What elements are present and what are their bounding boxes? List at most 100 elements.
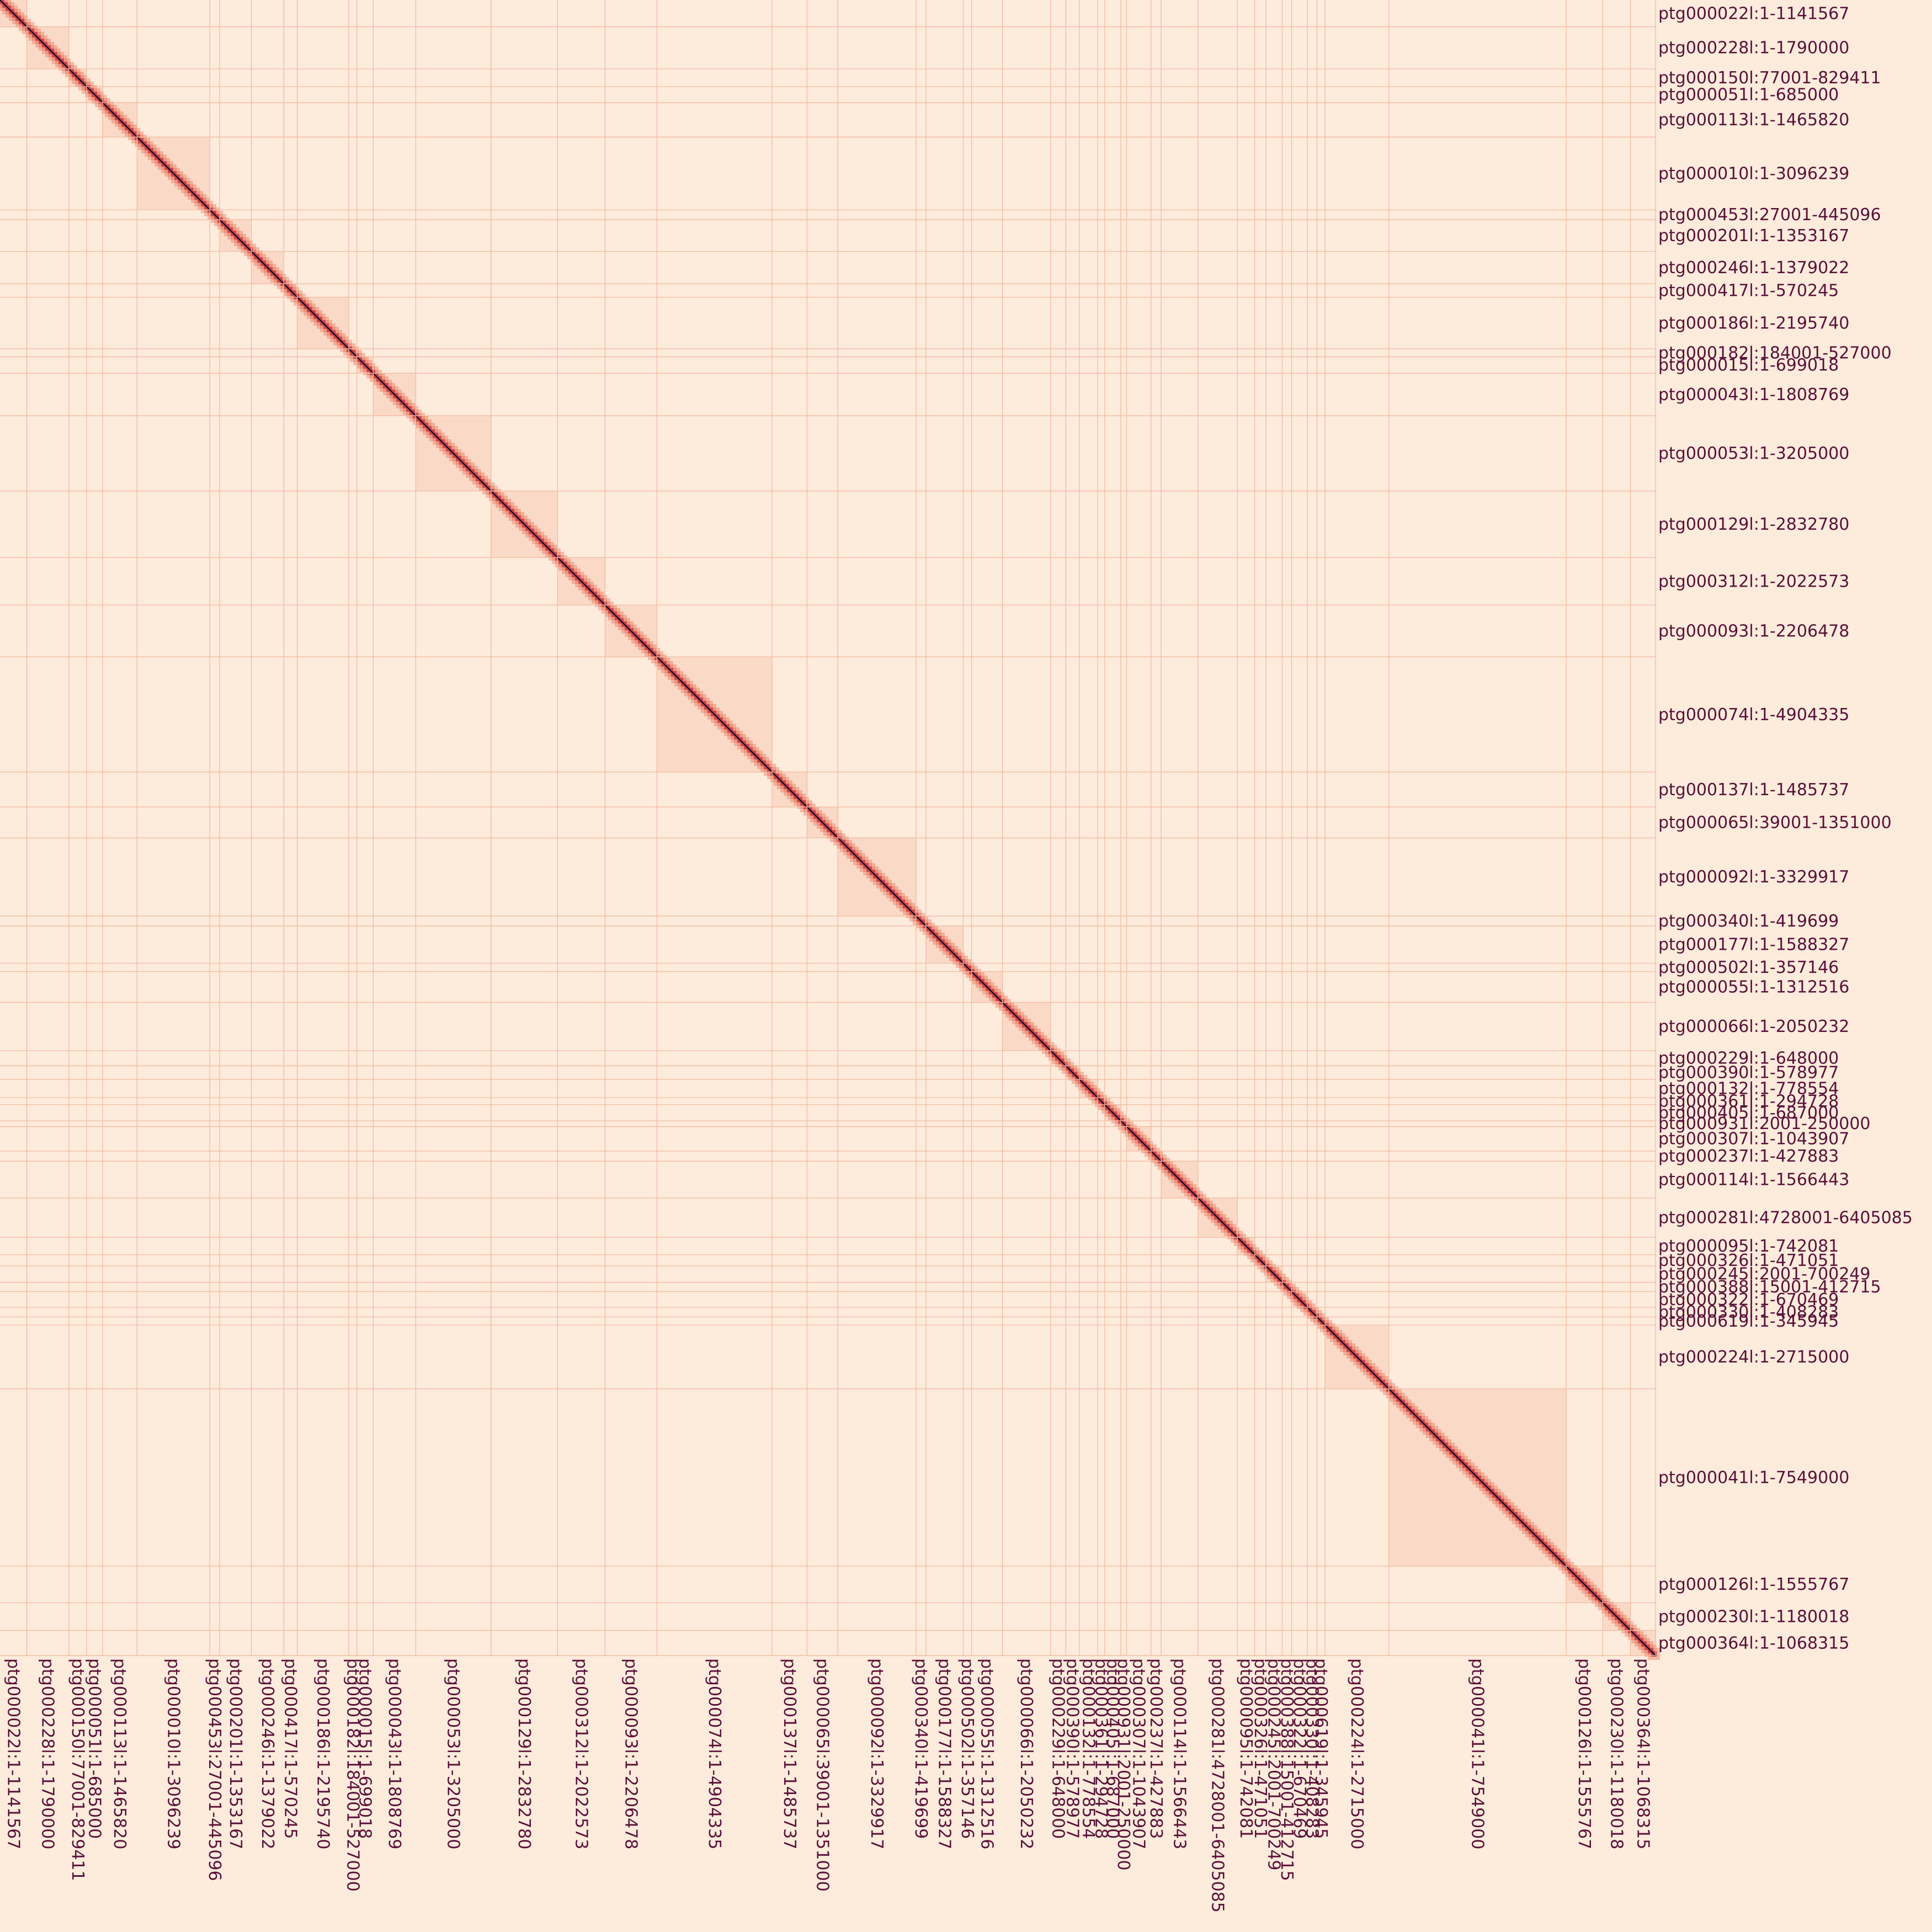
x-tick-label: ptg000245l:2001-700249	[1264, 1658, 1284, 1871]
x-tick-label: ptg000405l:1-687000	[1103, 1658, 1122, 1839]
x-tick-label: ptg000502l:1-357146	[957, 1658, 977, 1839]
y-tick-label: ptg000043l:1-1808769	[1658, 385, 1849, 405]
y-tick-label: ptg000281l:4728001-6405085	[1658, 1209, 1913, 1228]
y-tick-label: ptg000022l:1-1141567	[1658, 4, 1849, 23]
y-tick-label: ptg000237l:1-427883	[1658, 1147, 1839, 1166]
x-tick-label: ptg000340l:1-419699	[911, 1658, 930, 1839]
y-tick-label: ptg000015l:1-699018	[1658, 355, 1839, 375]
y-tick-label: ptg000177l:1-1588327	[1658, 935, 1849, 955]
y-tick-label: ptg000041l:1-7549000	[1658, 1468, 1849, 1487]
x-tick-label: ptg000186l:1-2195740	[313, 1658, 332, 1849]
x-tick-label: ptg000055l:1-1312516	[977, 1658, 997, 1849]
y-tick-label: ptg000201l:1-1353167	[1658, 226, 1849, 246]
diagonal-line	[0, 0, 1656, 1656]
x-tick-label: ptg000326l:1-471051	[1250, 1658, 1270, 1839]
x-tick-label: ptg000281l:4728001-6405085	[1208, 1658, 1227, 1913]
y-tick-label: ptg000095l:1-742081	[1658, 1237, 1839, 1256]
y-tick-label: ptg000092l:1-3329917	[1658, 867, 1849, 887]
y-tick-label: ptg000326l:1-471051	[1658, 1251, 1839, 1270]
y-tick-label: ptg000051l:1-685000	[1658, 85, 1839, 104]
x-tick-label: ptg000015l:1-699018	[355, 1658, 374, 1839]
x-tick-label: ptg000453l:27001-445096	[205, 1658, 224, 1881]
y-tick-label: ptg000390l:1-578977	[1658, 1063, 1839, 1083]
y-tick-label: ptg000619l:1-345945	[1658, 1312, 1839, 1331]
y-tick-label: ptg000364l:1-1068315	[1658, 1633, 1849, 1653]
x-tick-label: ptg000230l:1-1180018	[1606, 1658, 1626, 1849]
y-tick-label: ptg000137l:1-1485737	[1658, 780, 1849, 800]
y-tick-label: ptg000224l:1-2715000	[1658, 1348, 1849, 1367]
y-tick-label: ptg000066l:1-2050232	[1658, 1017, 1849, 1036]
x-tick-label: ptg000041l:1-7549000	[1467, 1658, 1487, 1849]
x-tick-label: ptg000361l:1-294728	[1091, 1658, 1110, 1839]
y-tick-label: ptg000388l:15001-412715	[1658, 1278, 1881, 1297]
x-tick-label: ptg000307l:1-1043907	[1129, 1658, 1148, 1849]
x-tick-label: ptg000126l:1-1555767	[1574, 1658, 1594, 1849]
y-tick-label: ptg000230l:1-1180018	[1658, 1607, 1849, 1626]
y-tick-label: ptg000361l:1-294728	[1658, 1092, 1839, 1111]
x-tick-label: ptg000388l:15001-412715	[1277, 1658, 1296, 1881]
x-tick-label: ptg000364l:1-1068315	[1633, 1658, 1652, 1849]
y-tick-label: ptg000245l:2001-700249	[1658, 1265, 1871, 1284]
y-tick-label: ptg000502l:1-357146	[1658, 958, 1839, 977]
x-tick-label: ptg000201l:1-1353167	[226, 1658, 245, 1849]
y-tick-label: ptg000055l:1-1312516	[1658, 978, 1849, 997]
y-tick-label: ptg000330l:1-408283	[1658, 1303, 1839, 1322]
x-tick-label: ptg000177l:1-1588327	[935, 1658, 954, 1849]
x-tick-label: ptg000312l:1-2022573	[571, 1658, 590, 1849]
contig-boundaries	[0, 0, 1656, 1656]
y-tick-label: ptg000322l:1-670469	[1658, 1290, 1839, 1310]
x-tick-label: ptg000053l:1-3205000	[444, 1658, 463, 1849]
y-tick-label: ptg000307l:1-1043907	[1658, 1130, 1849, 1149]
y-tick-label: ptg000114l:1-1566443	[1658, 1170, 1849, 1190]
y-tick-label: ptg000931l:2001-250000	[1658, 1114, 1871, 1133]
x-tick-label: ptg000182l:184001-527000	[343, 1658, 362, 1892]
y-tick-label: ptg000010l:1-3096239	[1658, 164, 1849, 183]
x-tick-label: ptg000043l:1-1808769	[385, 1658, 404, 1849]
y-tick-label: ptg000228l:1-1790000	[1658, 39, 1849, 58]
y-tick-label: ptg000405l:1-687000	[1658, 1103, 1839, 1122]
y-tick-label: ptg000126l:1-1555767	[1658, 1575, 1849, 1594]
x-tick-label: ptg000010l:1-3096239	[163, 1658, 183, 1849]
x-tick-label: ptg000093l:1-2206478	[621, 1658, 640, 1849]
x-tick-label: ptg000228l:1-1790000	[38, 1658, 57, 1849]
x-tick-label: ptg000113l:1-1465820	[110, 1658, 129, 1849]
y-tick-label: ptg000065l:39001-1351000	[1658, 813, 1892, 832]
y-tick-label: ptg000417l:1-570245	[1658, 281, 1839, 300]
y-tick-label: ptg000453l:27001-445096	[1658, 205, 1881, 225]
x-tick-label: ptg000931l:2001-250000	[1114, 1658, 1133, 1871]
x-tick-label: ptg000132l:1-778554	[1079, 1658, 1098, 1839]
x-tick-label: ptg000129l:1-2832780	[514, 1658, 534, 1849]
x-tick-label: ptg000137l:1-1485737	[780, 1658, 799, 1849]
x-tick-label: ptg000022l:1-1141567	[3, 1658, 23, 1849]
x-tick-label: ptg000051l:1-685000	[84, 1658, 104, 1839]
y-tick-label: ptg000246l:1-1379022	[1658, 258, 1849, 278]
y-tick-label: ptg000182l:184001-527000	[1658, 343, 1892, 363]
x-tick-label: ptg000224l:1-2715000	[1347, 1658, 1366, 1849]
x-tick-label: ptg000237l:1-427883	[1146, 1658, 1165, 1839]
x-tick-label: ptg000330l:1-408283	[1302, 1658, 1322, 1839]
x-tick-label: ptg000229l:1-648000	[1049, 1658, 1068, 1839]
x-tick-label: ptg000246l:1-1379022	[258, 1658, 277, 1849]
x-tick-label: ptg000390l:1-578977	[1063, 1658, 1082, 1839]
x-tick-label: ptg000114l:1-1566443	[1170, 1658, 1189, 1849]
y-tick-label: ptg000074l:1-4904335	[1658, 705, 1849, 725]
y-tick-label: ptg000186l:1-2195740	[1658, 313, 1849, 333]
y-tick-label: ptg000132l:1-778554	[1658, 1079, 1839, 1099]
y-tick-label: ptg000093l:1-2206478	[1658, 621, 1849, 641]
x-tick-label: ptg000417l:1-570245	[280, 1658, 300, 1839]
contact-matrix	[0, 0, 1660, 1660]
y-tick-label: ptg000340l:1-419699	[1658, 912, 1839, 931]
x-axis-contig-labels: ptg000022l:1-1141567 ptg000228l:1-1790000…	[3, 1658, 1652, 1913]
x-tick-label: ptg000074l:1-4904335	[705, 1658, 724, 1849]
x-tick-label: ptg000095l:1-742081	[1236, 1658, 1255, 1839]
y-tick-label: ptg000053l:1-3205000	[1658, 444, 1849, 464]
y-tick-label: ptg000113l:1-1465820	[1658, 110, 1849, 130]
y-tick-label: ptg000150l:77001-829411	[1658, 68, 1881, 88]
x-tick-label: ptg000150l:77001-829411	[68, 1658, 87, 1881]
y-tick-label: ptg000129l:1-2832780	[1658, 515, 1849, 534]
x-tick-label: ptg000066l:1-2050232	[1016, 1658, 1036, 1849]
y-tick-label: ptg000312l:1-2022573	[1658, 572, 1849, 591]
x-tick-label: ptg000322l:1-670469	[1290, 1658, 1309, 1839]
y-axis-contig-labels: ptg000022l:1-1141567 ptg000228l:1-1790000…	[1658, 4, 1913, 1653]
